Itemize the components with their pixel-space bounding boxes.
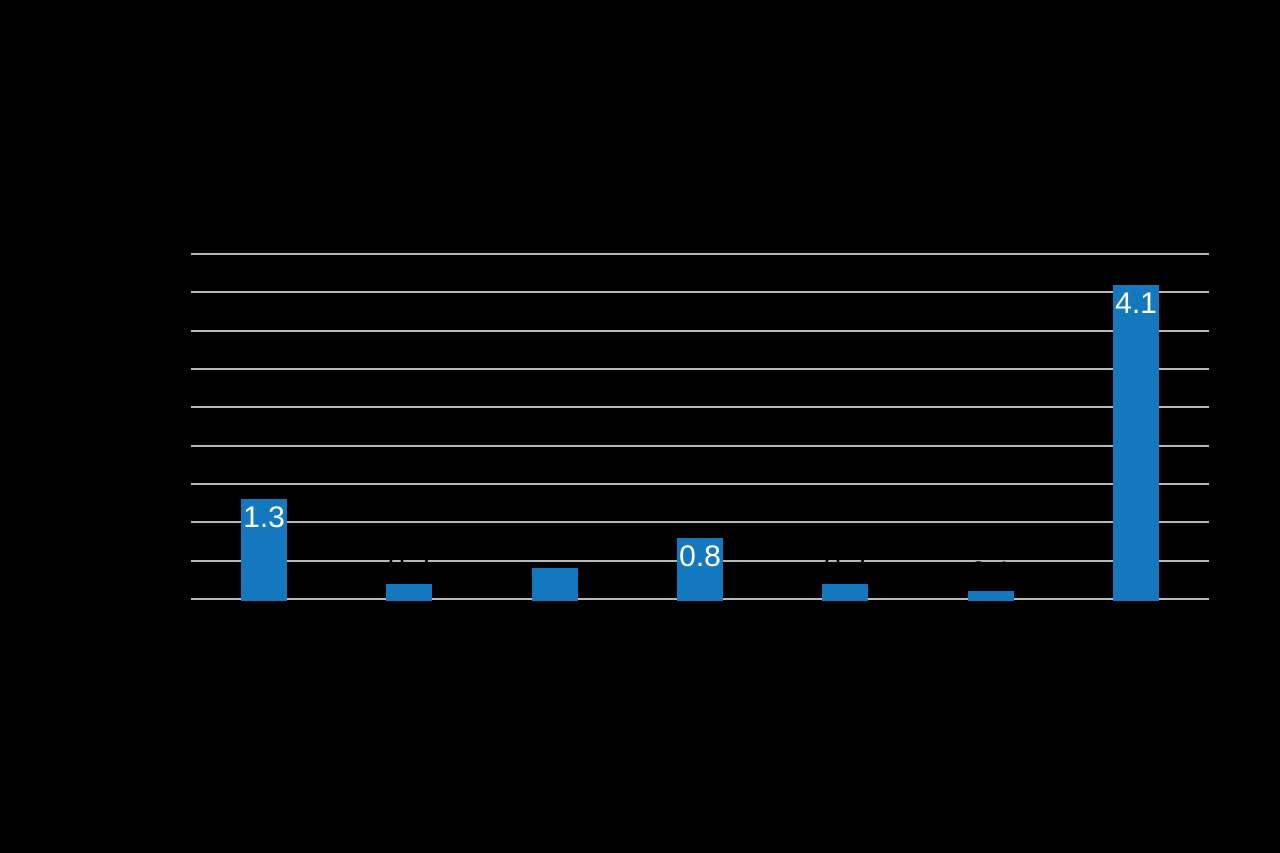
bar-series: 1.3 0.2 0.4 0.8 0.2 0.1 4.1 [191, 254, 1209, 601]
gridline [191, 330, 1209, 332]
gridline [191, 521, 1209, 523]
bar-value-label: 0.1 [970, 556, 1012, 589]
plot-area: 1.3 0.2 0.4 0.8 0.2 0.1 4.1 [191, 253, 1209, 601]
gridline [191, 483, 1209, 485]
gridline [191, 445, 1209, 447]
bar-value-label: 0.8 [679, 540, 721, 573]
gridline [191, 368, 1209, 370]
bar: 4.1 [1113, 285, 1159, 601]
bar: 0.1 [968, 558, 1014, 601]
bar: 0.2 [386, 551, 432, 601]
bar: 0.8 [677, 538, 723, 601]
bar: 1.3 [241, 499, 287, 601]
bar-value-label: 1.3 [243, 501, 285, 534]
bar: 0.4 [532, 535, 578, 601]
bar-value-label: 0.4 [534, 533, 576, 566]
bar-value-label: 0.2 [824, 549, 866, 582]
gridline [191, 253, 1209, 255]
bar-value-label: 0.2 [388, 549, 430, 582]
bar: 0.2 [822, 551, 868, 601]
gridline [191, 291, 1209, 293]
gridline [191, 406, 1209, 408]
bar-value-label: 4.1 [1115, 287, 1157, 320]
